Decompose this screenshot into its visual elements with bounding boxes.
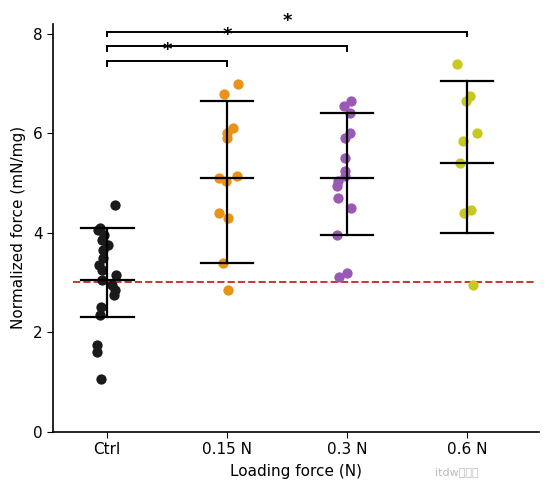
Point (453, 60, 461, 68)
Point (333, 194, 342, 202)
Point (223, 286, 232, 294)
Point (340, 167, 349, 174)
Text: itdw量子佰: itdw量子佰 (434, 467, 478, 477)
Point (340, 102, 349, 110)
Point (340, 154, 349, 162)
Point (233, 80, 242, 88)
Point (346, 97, 355, 105)
Point (469, 281, 477, 289)
Text: *: * (282, 12, 292, 29)
Point (345, 110, 354, 118)
Point (109, 291, 118, 299)
Point (473, 129, 482, 137)
Point (98, 246, 107, 254)
Point (343, 269, 351, 276)
Point (333, 177, 342, 185)
Point (100, 231, 108, 239)
Point (223, 214, 232, 222)
Point (333, 182, 342, 190)
Point (98, 254, 107, 262)
Point (96, 311, 104, 319)
Point (96, 224, 104, 232)
Point (340, 172, 349, 179)
Point (111, 201, 119, 209)
Point (96, 375, 105, 383)
Point (335, 273, 344, 281)
Point (93, 348, 102, 356)
Point (332, 231, 341, 239)
Point (223, 134, 232, 142)
Point (97, 266, 106, 274)
Point (232, 172, 241, 179)
X-axis label: Loading force (N): Loading force (N) (230, 464, 362, 479)
Text: *: * (162, 41, 172, 59)
Point (346, 129, 355, 137)
Point (112, 271, 120, 279)
Point (98, 276, 107, 284)
Point (218, 259, 227, 267)
Point (461, 97, 470, 105)
Point (111, 286, 119, 294)
Point (222, 129, 231, 137)
Point (465, 92, 474, 100)
Point (456, 159, 465, 167)
Point (228, 124, 237, 132)
Point (466, 206, 475, 214)
Point (459, 137, 468, 145)
Point (459, 209, 468, 217)
Point (222, 177, 231, 185)
Point (341, 134, 350, 142)
Point (97, 303, 106, 311)
Point (103, 241, 112, 249)
Point (347, 204, 356, 212)
Point (95, 261, 103, 269)
Y-axis label: Normalized force (mN/mg): Normalized force (mN/mg) (11, 126, 26, 329)
Point (93, 341, 102, 348)
Point (220, 90, 229, 98)
Point (214, 174, 223, 182)
Point (107, 281, 116, 289)
Point (98, 236, 107, 244)
Text: *: * (222, 26, 232, 45)
Point (93, 226, 102, 234)
Point (215, 209, 224, 217)
